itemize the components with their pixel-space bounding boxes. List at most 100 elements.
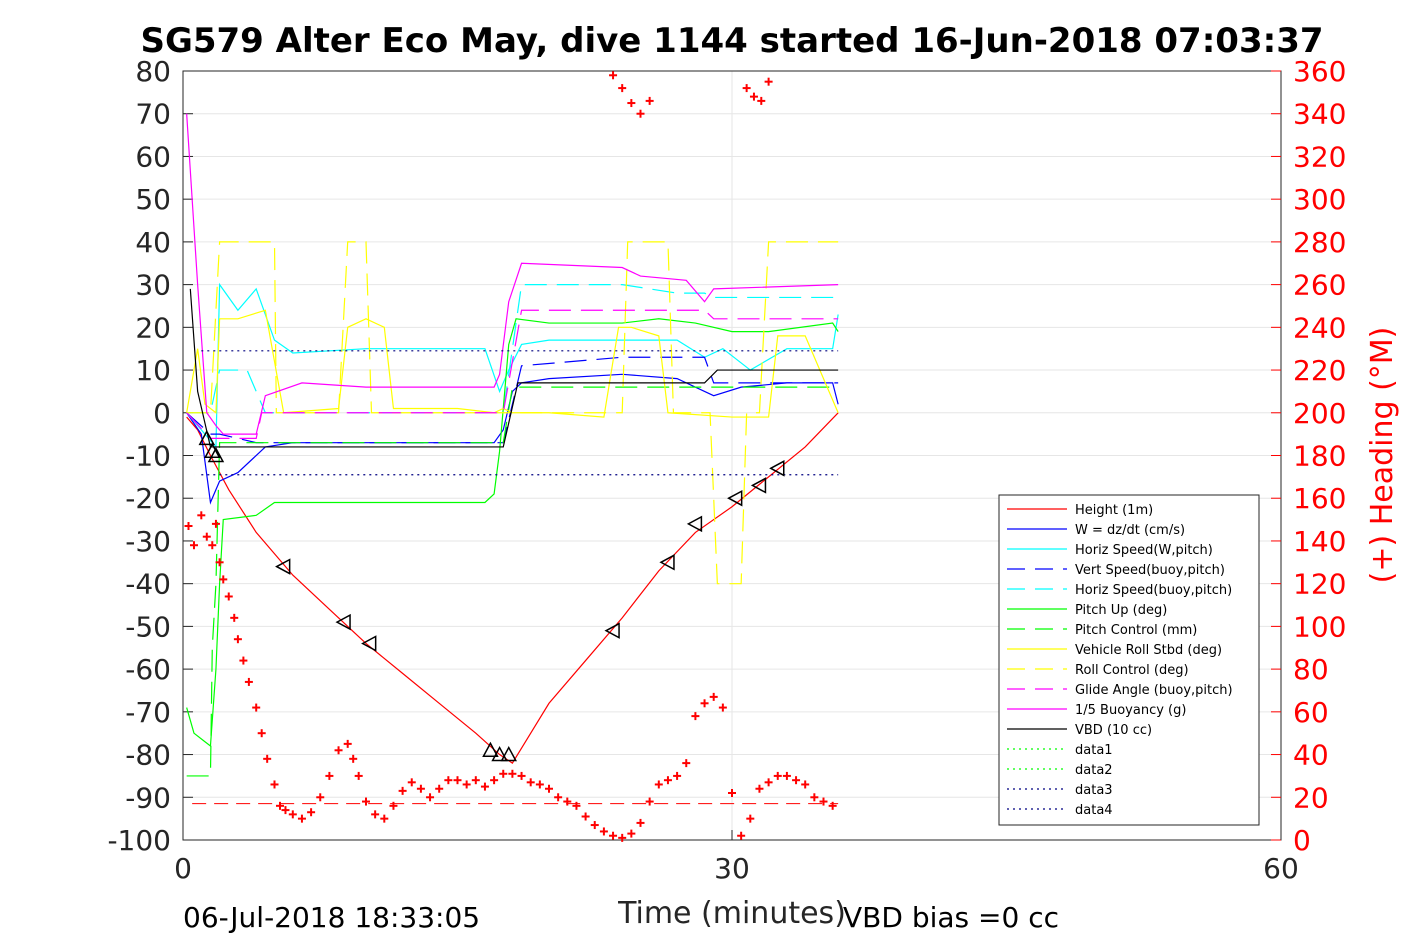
- climb-marker: [482, 741, 499, 758]
- heading-point: [435, 784, 444, 793]
- series-line-1: [186, 373, 839, 505]
- heading-point: [407, 778, 416, 787]
- dive-marker: [659, 554, 675, 571]
- heading-point: [828, 801, 837, 810]
- heading-point: [682, 759, 691, 768]
- heading-point: [288, 810, 297, 819]
- heading-point: [462, 780, 471, 789]
- series-layer: [186, 113, 839, 805]
- y-right-tick-label: 280: [1293, 226, 1346, 259]
- heading-point: [281, 806, 290, 815]
- y-right-tick-label: 260: [1293, 269, 1346, 302]
- legend-label: Roll Control (deg): [1075, 663, 1189, 678]
- heading-point: [244, 677, 253, 686]
- heading-point: [535, 780, 544, 789]
- series-line-9: [186, 309, 839, 440]
- heading-point: [316, 793, 325, 802]
- legend-label: Vehicle Roll Stbd (deg): [1075, 643, 1222, 658]
- heading-point: [663, 776, 672, 785]
- dive-marker: [604, 622, 620, 639]
- y-tick-label: -20: [125, 482, 171, 515]
- heading-point: [545, 784, 553, 793]
- heading-point: [599, 827, 608, 836]
- dive-marker: [361, 635, 377, 652]
- heading-point: [297, 814, 306, 823]
- heading-point: [773, 771, 782, 780]
- y-tick-label: 30: [135, 269, 171, 302]
- heading-point: [618, 833, 627, 842]
- y-right-tick-label: 360: [1293, 55, 1346, 88]
- heading-point: [471, 776, 480, 785]
- heading-point: [275, 801, 284, 810]
- heading-point: [426, 793, 435, 802]
- x-axis: 0 30 60: [174, 830, 1299, 885]
- y-right-tick-label: 80: [1293, 653, 1329, 686]
- heading-point: [480, 782, 489, 791]
- legend-label: Horiz Speed(W,pitch): [1075, 543, 1213, 558]
- y-right-tick-label: 20: [1293, 781, 1329, 814]
- y-right-tick-label: 240: [1293, 311, 1346, 344]
- series-line-2: [186, 282, 839, 449]
- y-right-tick-label: 160: [1293, 482, 1346, 515]
- legend-label: data3: [1075, 783, 1113, 798]
- heading-point: [749, 92, 758, 101]
- series-line-6: [186, 386, 839, 777]
- heading-point: [263, 754, 272, 763]
- heading-point: [230, 613, 239, 622]
- heading-point: [211, 519, 220, 528]
- y-right-tick-label: 140: [1293, 525, 1346, 558]
- y-right-tick-label: 320: [1293, 140, 1346, 173]
- y-right-tick-label: 120: [1293, 568, 1346, 601]
- y-axis-right: 3603403203002802602402202001801601401201…: [1271, 55, 1346, 857]
- heading-point: [371, 810, 380, 819]
- legend-label: data2: [1075, 763, 1113, 778]
- heading-point: [563, 797, 572, 806]
- heading-point: [257, 729, 266, 738]
- x-tick-label: 30: [714, 852, 750, 885]
- y-right-tick-label: 300: [1293, 183, 1346, 216]
- heading-point: [307, 808, 316, 817]
- heading-point: [801, 780, 810, 789]
- heading-point: [208, 541, 217, 550]
- legend-label: 1/5 Buoyancy (g): [1075, 703, 1186, 718]
- heading-point: [224, 592, 233, 601]
- legend-label: W = dz/dt (cm/s): [1075, 523, 1185, 538]
- legend: Height (1m) W = dz/dt (cm/s) Horiz Speed(W…: [998, 494, 1260, 826]
- climb-marker: [500, 745, 517, 762]
- markers-layer: [184, 71, 837, 842]
- legend-label: Pitch Control (mm): [1075, 623, 1197, 638]
- y-right-tick-label: 200: [1293, 397, 1346, 430]
- dive-marker: [275, 558, 291, 575]
- dive-marker: [727, 489, 743, 507]
- heading-point: [380, 814, 389, 823]
- heading-point: [709, 692, 718, 701]
- y-tick-label: 50: [135, 183, 171, 216]
- heading-point: [810, 793, 819, 802]
- y-tick-label: 60: [135, 140, 171, 173]
- y-tick-label: 40: [135, 226, 171, 259]
- y-tick-label: -80: [125, 739, 171, 772]
- y-tick-label: -30: [125, 525, 171, 558]
- legend-label: Glide Angle (buoy,pitch): [1075, 683, 1233, 698]
- heading-point: [349, 754, 358, 763]
- heading-point: [645, 96, 654, 105]
- heading-point: [517, 771, 526, 780]
- y-right-tick-label: 220: [1293, 354, 1346, 387]
- legend-label: VBD (10 cc): [1075, 723, 1152, 738]
- heading-point: [654, 780, 663, 789]
- chart-title: SG579 Alter Eco May, dive 1144 started 1…: [140, 21, 1323, 61]
- heading-point: [700, 699, 709, 708]
- heading-point: [691, 712, 700, 721]
- heading-point: [490, 776, 499, 785]
- y-right-tick-label: 340: [1293, 98, 1346, 131]
- heading-point: [782, 771, 791, 780]
- dive-marker: [686, 515, 703, 533]
- dive-marker: [769, 460, 785, 477]
- heading-point: [416, 784, 425, 793]
- footer-vbd-bias: VBD bias =0 cc: [843, 901, 1059, 934]
- y-tick-label: 70: [135, 98, 171, 131]
- heading-point: [252, 703, 261, 712]
- heading-point: [792, 776, 801, 785]
- climb-marker: [491, 745, 508, 762]
- heading-point: [189, 541, 198, 550]
